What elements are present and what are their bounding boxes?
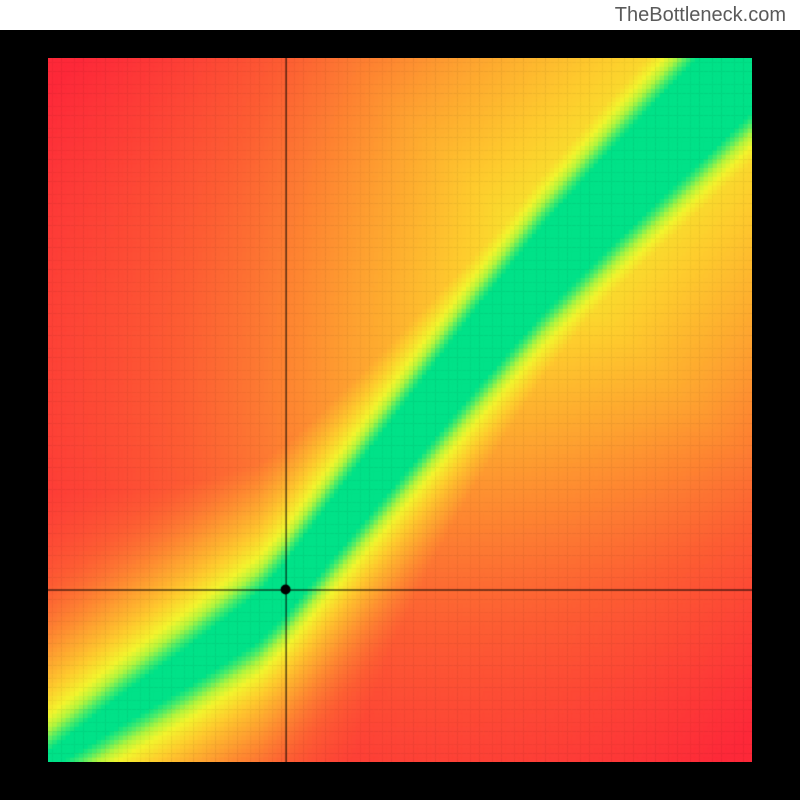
container: TheBottleneck.com: [0, 0, 800, 800]
watermark-text: TheBottleneck.com: [615, 4, 786, 27]
plot-area: [48, 58, 752, 762]
heatmap-canvas: [48, 58, 752, 762]
outer-frame: [0, 30, 800, 800]
